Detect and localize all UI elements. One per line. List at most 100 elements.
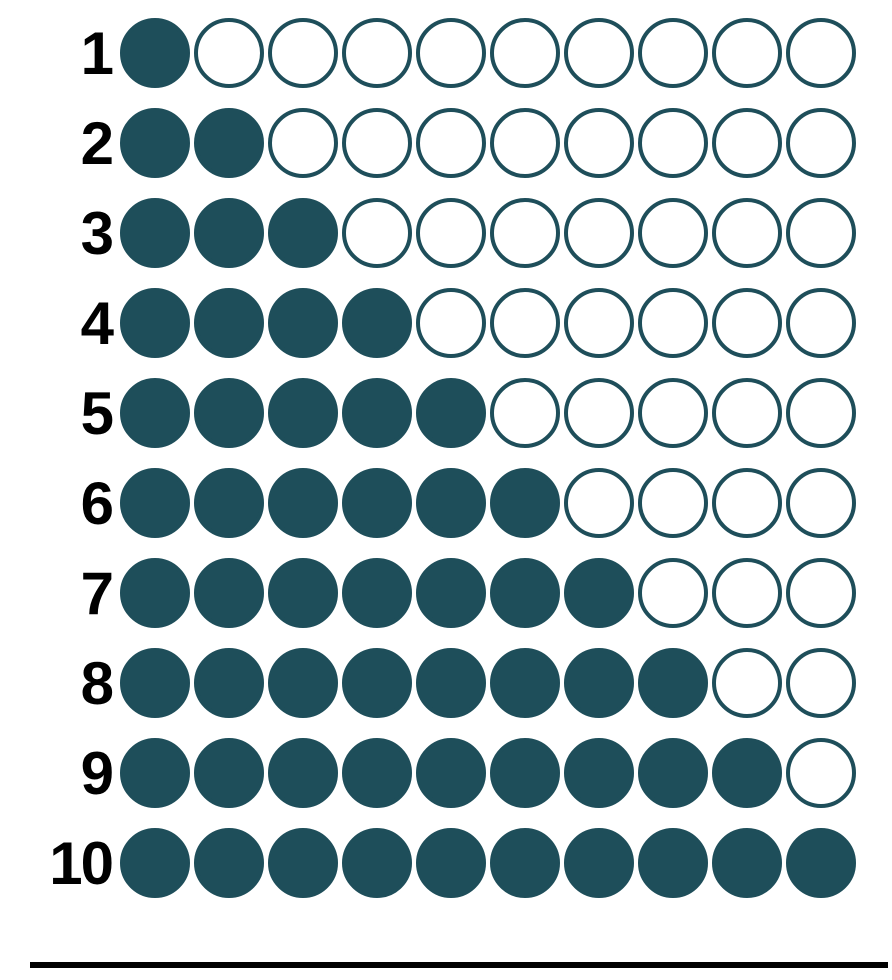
dot-row: [120, 198, 856, 268]
dot-empty-icon: [342, 108, 412, 178]
dot-empty-icon: [712, 648, 782, 718]
row-label: 5: [0, 379, 120, 448]
dot-empty-icon: [786, 558, 856, 628]
dot-filled-icon: [194, 468, 264, 538]
dot-row: [120, 288, 856, 358]
dot-filled-icon: [564, 648, 634, 718]
row-label: 10: [0, 829, 120, 898]
dot-empty-icon: [712, 288, 782, 358]
dot-filled-icon: [416, 558, 486, 628]
dot-empty-icon: [490, 108, 560, 178]
dot-filled-icon: [268, 648, 338, 718]
dot-filled-icon: [194, 558, 264, 628]
chart-row: 4: [0, 288, 892, 358]
dot-filled-icon: [786, 828, 856, 898]
dot-row: [120, 468, 856, 538]
dot-filled-icon: [342, 468, 412, 538]
dot-filled-icon: [194, 738, 264, 808]
row-label: 6: [0, 469, 120, 538]
dot-filled-icon: [268, 198, 338, 268]
dot-filled-icon: [342, 558, 412, 628]
dot-filled-icon: [416, 648, 486, 718]
dot-empty-icon: [638, 288, 708, 358]
chart-row: 2: [0, 108, 892, 178]
dot-filled-icon: [638, 648, 708, 718]
dot-empty-icon: [786, 378, 856, 448]
dot-empty-icon: [712, 468, 782, 538]
dot-filled-icon: [194, 288, 264, 358]
dot-empty-icon: [638, 558, 708, 628]
dot-filled-icon: [120, 18, 190, 88]
row-label: 7: [0, 559, 120, 628]
dot-empty-icon: [564, 18, 634, 88]
dot-filled-icon: [342, 378, 412, 448]
dot-empty-icon: [786, 468, 856, 538]
dot-empty-icon: [638, 468, 708, 538]
row-label: 3: [0, 199, 120, 268]
dot-row: [120, 108, 856, 178]
dot-empty-icon: [712, 558, 782, 628]
dot-filled-icon: [712, 738, 782, 808]
row-label: 9: [0, 739, 120, 808]
dot-filled-icon: [490, 828, 560, 898]
dot-filled-icon: [490, 648, 560, 718]
bottom-divider: [30, 962, 888, 968]
dot-empty-icon: [564, 378, 634, 448]
dot-filled-icon: [120, 378, 190, 448]
chart-row: 8: [0, 648, 892, 718]
counting-dot-chart: 1 2 3 4 5 6 7 8 9 10: [0, 18, 892, 918]
dot-empty-icon: [490, 288, 560, 358]
dot-filled-icon: [194, 108, 264, 178]
dot-empty-icon: [786, 18, 856, 88]
dot-filled-icon: [120, 738, 190, 808]
dot-filled-icon: [416, 828, 486, 898]
dot-filled-icon: [712, 828, 782, 898]
dot-empty-icon: [416, 18, 486, 88]
dot-filled-icon: [416, 468, 486, 538]
dot-filled-icon: [342, 288, 412, 358]
dot-empty-icon: [712, 378, 782, 448]
dot-row: [120, 378, 856, 448]
dot-filled-icon: [490, 468, 560, 538]
dot-filled-icon: [268, 828, 338, 898]
row-label: 4: [0, 289, 120, 358]
dot-filled-icon: [194, 378, 264, 448]
dot-empty-icon: [712, 198, 782, 268]
dot-row: [120, 18, 856, 88]
chart-row: 1: [0, 18, 892, 88]
dot-filled-icon: [268, 558, 338, 628]
chart-row: 9: [0, 738, 892, 808]
dot-empty-icon: [490, 378, 560, 448]
dot-filled-icon: [120, 648, 190, 718]
dot-empty-icon: [786, 108, 856, 178]
dot-row: [120, 558, 856, 628]
dot-empty-icon: [490, 198, 560, 268]
dot-empty-icon: [786, 288, 856, 358]
dot-empty-icon: [342, 198, 412, 268]
dot-filled-icon: [416, 738, 486, 808]
dot-empty-icon: [416, 108, 486, 178]
dot-filled-icon: [268, 288, 338, 358]
dot-empty-icon: [268, 18, 338, 88]
dot-filled-icon: [120, 108, 190, 178]
row-label: 8: [0, 649, 120, 718]
dot-filled-icon: [194, 198, 264, 268]
dot-empty-icon: [638, 198, 708, 268]
dot-empty-icon: [342, 18, 412, 88]
dot-empty-icon: [786, 738, 856, 808]
dot-empty-icon: [564, 468, 634, 538]
dot-filled-icon: [268, 468, 338, 538]
dot-filled-icon: [564, 828, 634, 898]
dot-filled-icon: [120, 558, 190, 628]
chart-row: 5: [0, 378, 892, 448]
dot-empty-icon: [416, 198, 486, 268]
dot-filled-icon: [342, 828, 412, 898]
dot-filled-icon: [490, 558, 560, 628]
dot-filled-icon: [268, 378, 338, 448]
dot-empty-icon: [416, 288, 486, 358]
dot-empty-icon: [712, 18, 782, 88]
dot-empty-icon: [564, 108, 634, 178]
dot-filled-icon: [120, 198, 190, 268]
dot-empty-icon: [638, 378, 708, 448]
dot-filled-icon: [342, 648, 412, 718]
